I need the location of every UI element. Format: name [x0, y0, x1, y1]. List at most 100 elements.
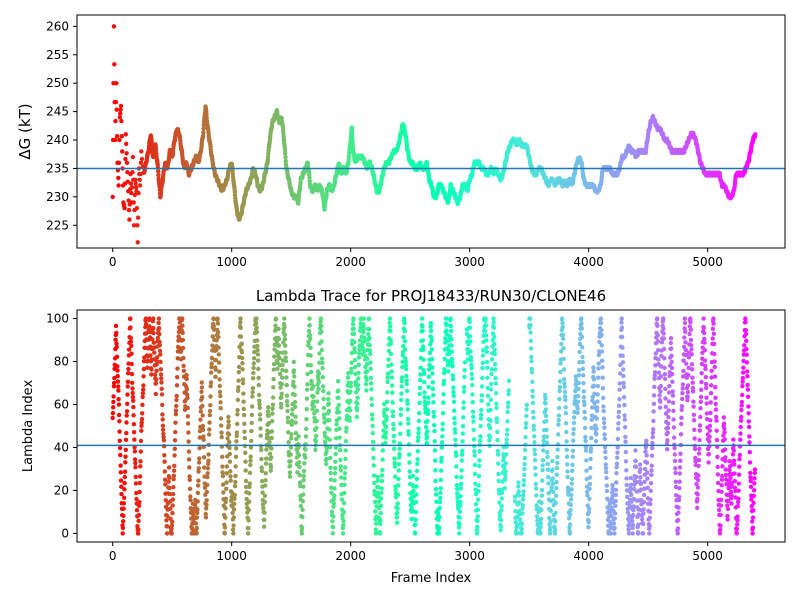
- lambda-point: [241, 391, 245, 395]
- lambda-point: [329, 471, 333, 475]
- lambda-point: [129, 352, 133, 356]
- lambda-point: [564, 411, 568, 415]
- lambda-point: [390, 375, 394, 379]
- lambda-point: [603, 450, 607, 454]
- lambda-point: [562, 385, 566, 389]
- lambda-point: [343, 476, 347, 480]
- lambda-point: [269, 455, 273, 459]
- lambda-point: [206, 466, 210, 470]
- y-tick-label: 255: [46, 48, 69, 62]
- lambda-point: [399, 413, 403, 417]
- lambda-point: [493, 362, 497, 366]
- lambda-point: [141, 388, 145, 392]
- lambda-point: [423, 395, 427, 399]
- lambda-point: [125, 413, 129, 417]
- lambda-point: [286, 440, 290, 444]
- lambda-point: [399, 407, 403, 411]
- lambda-point: [554, 480, 558, 484]
- lambda-point: [472, 449, 476, 453]
- lambda-point: [138, 459, 142, 463]
- lambda-point: [309, 370, 313, 374]
- lambda-point: [596, 384, 600, 388]
- delta-g-point: [112, 62, 116, 66]
- lambda-point: [357, 363, 361, 367]
- lambda-point: [563, 398, 567, 402]
- lambda-point: [346, 376, 350, 380]
- lambda-point: [368, 352, 372, 356]
- lambda-point: [414, 510, 418, 514]
- lambda-point: [544, 407, 548, 411]
- lambda-point: [123, 475, 127, 479]
- lambda-point: [431, 387, 435, 391]
- lambda-point: [319, 324, 323, 328]
- lambda-point: [649, 489, 653, 493]
- lambda-point: [572, 415, 576, 419]
- lambda-point: [666, 426, 670, 430]
- lambda-point: [528, 323, 532, 327]
- lambda-point: [587, 497, 591, 501]
- lambda-point: [288, 470, 292, 474]
- lambda-point: [362, 326, 366, 330]
- lambda-point: [256, 358, 260, 362]
- lambda-point: [128, 316, 132, 320]
- lambda-point: [399, 384, 403, 388]
- lambda-point: [217, 377, 221, 381]
- lambda-point: [576, 406, 580, 410]
- lambda-point: [283, 337, 287, 341]
- lambda-point: [367, 327, 371, 331]
- lambda-point: [231, 523, 235, 527]
- lambda-point: [616, 421, 620, 425]
- lambda-point: [115, 355, 119, 359]
- lambda-point: [458, 509, 462, 513]
- lambda-point: [297, 453, 301, 457]
- lambda-point: [519, 531, 523, 535]
- lambda-point: [292, 360, 296, 364]
- lambda-point: [224, 480, 228, 484]
- lambda-point: [391, 414, 395, 418]
- lambda-point: [380, 457, 384, 461]
- lambda-point: [286, 416, 290, 420]
- lambda-point: [392, 447, 396, 451]
- lambda-point: [161, 428, 165, 432]
- lambda-point: [227, 440, 231, 444]
- lambda-point: [348, 419, 352, 423]
- lambda-point: [124, 438, 128, 442]
- lambda-point: [417, 419, 421, 423]
- lambda-point: [313, 448, 317, 452]
- lambda-point: [398, 447, 402, 451]
- lambda-point: [642, 500, 646, 504]
- lambda-point: [470, 392, 474, 396]
- lambda-point: [180, 324, 184, 328]
- lambda-point: [349, 381, 353, 385]
- lambda-point: [496, 472, 500, 476]
- lambda-point: [312, 405, 316, 409]
- lambda-point: [557, 389, 561, 393]
- lambda-point: [449, 343, 453, 347]
- x-tick-label: 2000: [335, 255, 366, 269]
- lambda-point: [532, 440, 536, 444]
- lambda-point: [636, 523, 640, 527]
- lambda-point: [538, 531, 542, 535]
- lambda-point: [601, 404, 605, 408]
- lambda-point: [532, 424, 536, 428]
- lambda-point: [616, 415, 620, 419]
- lambda-point: [504, 452, 508, 456]
- lambda-point: [613, 504, 617, 508]
- lambda-point: [390, 391, 394, 395]
- lambda-point: [217, 369, 221, 373]
- lambda-point: [429, 329, 433, 333]
- lambda-point: [666, 408, 670, 412]
- lambda-point: [613, 499, 617, 503]
- lambda-point: [385, 380, 389, 384]
- lambda-point: [496, 461, 500, 465]
- lambda-point: [485, 366, 489, 370]
- lambda-point: [544, 414, 548, 418]
- lambda-point: [171, 485, 175, 489]
- lambda-point: [348, 390, 352, 394]
- lambda-point: [478, 424, 482, 428]
- lambda-point: [159, 367, 163, 371]
- lambda-point: [259, 448, 263, 452]
- lambda-point: [257, 383, 261, 387]
- lambda-point: [394, 488, 398, 492]
